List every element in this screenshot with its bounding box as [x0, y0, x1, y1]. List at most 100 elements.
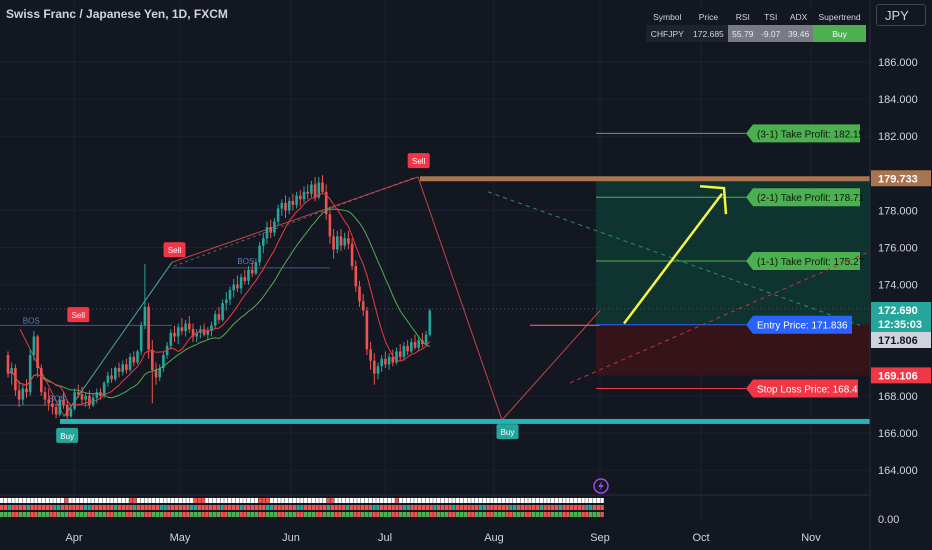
oscillator-cell [312, 498, 315, 503]
candle-body [173, 333, 176, 337]
oscillator-cell [91, 498, 94, 503]
oscillator-cell [289, 512, 292, 517]
oscillator-cell [395, 512, 398, 517]
oscillator-cell [194, 498, 197, 503]
oscillator-cell [228, 512, 231, 517]
oscillator-cell [285, 498, 288, 503]
oscillator-cell [581, 498, 584, 503]
oscillator-cell [589, 505, 592, 510]
oscillator-cell [403, 505, 406, 510]
oscillator-cell [388, 512, 391, 517]
candle-body [55, 407, 58, 414]
oscillator-cell [156, 512, 159, 517]
oscillator-cell [543, 505, 546, 510]
oscillator-cell [562, 498, 565, 503]
oscillator-cell [46, 505, 49, 510]
oscillator-cell [566, 505, 569, 510]
signal-label: Buy [501, 428, 515, 437]
oscillator-cell [0, 512, 3, 517]
oscillator-cell [103, 498, 106, 503]
oscillator-cell [156, 505, 159, 510]
oscillator-cell [376, 505, 379, 510]
oscillator-cell [236, 512, 239, 517]
oscillator-cell [414, 512, 417, 517]
candle-body [403, 346, 406, 357]
zigzag-line [20, 177, 600, 420]
oscillator-cell [490, 512, 493, 517]
oscillator-cell [498, 512, 501, 517]
oscillator-cell [15, 512, 18, 517]
candle-body [36, 337, 39, 369]
oscillator-cell [91, 505, 94, 510]
candle-body [277, 209, 280, 222]
oscillator-cell [357, 498, 360, 503]
oscillator-cell [198, 512, 201, 517]
oscillator-cell [437, 512, 440, 517]
oscillator-cell [524, 512, 527, 517]
oscillator-cell [505, 505, 508, 510]
oscillator-cell [300, 512, 303, 517]
candle-body [144, 307, 147, 326]
oscillator-cell [475, 512, 478, 517]
oscillator-cell [156, 498, 159, 503]
candle-body [236, 285, 239, 289]
oscillator-cell [190, 498, 193, 503]
oscillator-cell [160, 498, 163, 503]
oscillator-cell [391, 512, 394, 517]
oscillator-cell [467, 505, 470, 510]
candle-body [343, 238, 346, 245]
oscillator-cell [251, 498, 254, 503]
candle-body [29, 355, 32, 392]
oscillator-cell [365, 512, 368, 517]
oscillator-cell [133, 498, 136, 503]
oscillator-cell [49, 505, 52, 510]
candle-body [118, 368, 121, 372]
oscillator-cell [319, 498, 322, 503]
oscillator-cell [171, 498, 174, 503]
oscillator-cell [380, 498, 383, 503]
oscillator-cell [15, 505, 18, 510]
candle-body [177, 327, 180, 336]
oscillator-cell [600, 512, 603, 517]
oscillator-cell [8, 498, 11, 503]
candle-body [377, 366, 380, 373]
candle-body [281, 203, 284, 209]
oscillator-cell [467, 512, 470, 517]
oscillator-cell [274, 505, 277, 510]
oscillator-cell [456, 498, 459, 503]
oscillator-cell [384, 498, 387, 503]
oscillator-cell [513, 512, 516, 517]
oscillator-cell [30, 512, 33, 517]
oscillator-cell [277, 498, 280, 503]
candle-body [221, 303, 224, 320]
candle-body [329, 214, 332, 236]
oscillator-cell [403, 498, 406, 503]
oscillator-cell [80, 505, 83, 510]
currency-button[interactable]: JPY [876, 4, 926, 26]
oscillator-cell [201, 498, 204, 503]
candle-body [151, 350, 154, 370]
price-label: 171.806 [878, 335, 918, 347]
oscillator-cell [388, 498, 391, 503]
oscillator-cell [175, 498, 178, 503]
candle-body [362, 301, 365, 310]
oscillator-cell [464, 512, 467, 517]
oscillator-cell [167, 512, 170, 517]
oscillator-cell [224, 505, 227, 510]
oscillator-cell [369, 512, 372, 517]
oscillator-cell [281, 498, 284, 503]
oscillator-cell [540, 505, 543, 510]
oscillator-cell [224, 512, 227, 517]
oscillator-cell [27, 512, 30, 517]
ema-line [8, 193, 430, 405]
oscillator-cell [319, 505, 322, 510]
oscillator-cell [236, 505, 239, 510]
oscillator-cell [559, 505, 562, 510]
oscillator-cell [27, 505, 30, 510]
candle-body [314, 184, 317, 197]
oscillator-cell [441, 512, 444, 517]
indicator-header: TSI [757, 8, 784, 25]
oscillator-cell [285, 512, 288, 517]
indicator-header: Symbol [646, 8, 689, 25]
oscillator-cell [296, 505, 299, 510]
